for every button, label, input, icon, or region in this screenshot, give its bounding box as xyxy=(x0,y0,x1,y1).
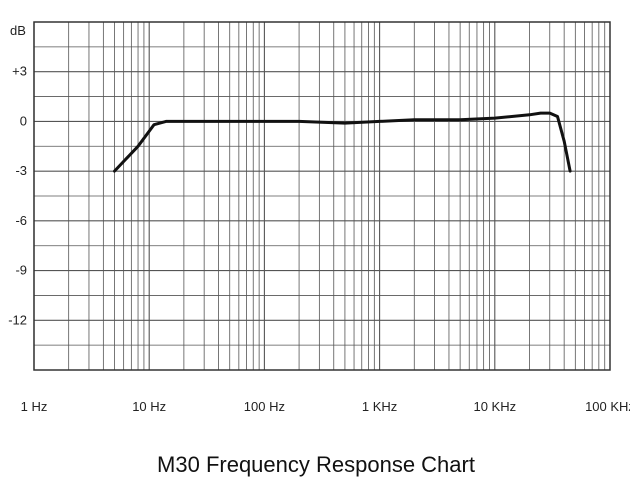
y-tick-label: -3 xyxy=(15,163,27,178)
x-tick-labels: 1 Hz 10 Hz 100 Hz 1 KHz 10 KHz 100 KHz xyxy=(21,399,630,414)
x-tick-label: 1 KHz xyxy=(362,399,397,414)
y-tick-label: 0 xyxy=(20,113,27,128)
x-tick-label: 1 Hz xyxy=(21,399,48,414)
y-tick-labels: +3 0 -3 -6 -9 -12 xyxy=(8,64,27,328)
y-tick-label: +3 xyxy=(12,64,27,79)
grid xyxy=(33,21,610,371)
series-group xyxy=(113,111,572,173)
x-tick-label: 100 KHz xyxy=(585,399,630,414)
x-tick-label: 100 Hz xyxy=(244,399,285,414)
response-curve xyxy=(113,111,572,173)
y-tick-label: -12 xyxy=(8,312,27,327)
x-tick-label: 10 KHz xyxy=(473,399,516,414)
chart-title: M30 Frequency Response Chart xyxy=(157,452,475,477)
y-axis-label: dB xyxy=(10,23,26,38)
y-tick-label: -6 xyxy=(15,213,27,228)
x-tick-label: 10 Hz xyxy=(132,399,166,414)
plot-frame xyxy=(33,21,611,371)
y-tick-label: -9 xyxy=(15,263,27,278)
